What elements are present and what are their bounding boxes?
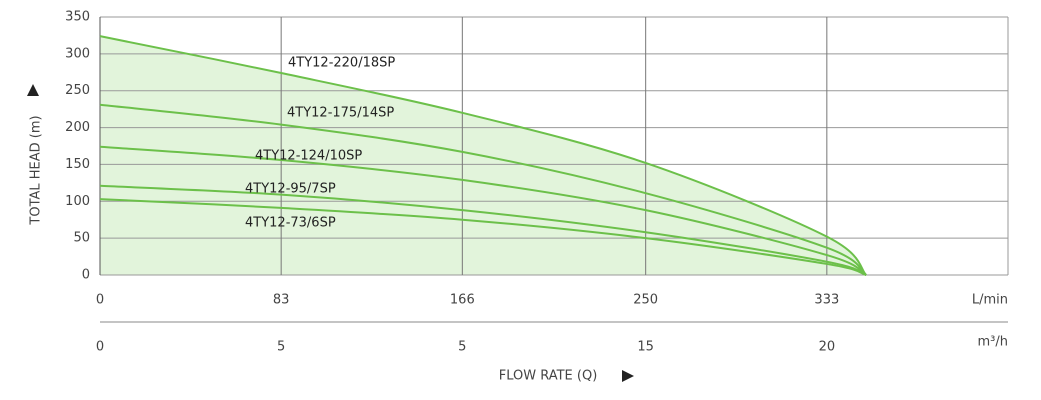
x2-tick-label: 5 bbox=[277, 340, 285, 355]
series-label: 4TY12-73/6SP bbox=[245, 216, 336, 231]
pump-curve bbox=[99, 198, 867, 276]
y-arrow bbox=[27, 84, 39, 96]
pump-curve bbox=[99, 103, 867, 276]
y-tick-label: 50 bbox=[73, 231, 90, 246]
series-label: 4TY12-220/18SP bbox=[288, 56, 395, 71]
series-label: 4TY12-124/10SP bbox=[255, 149, 362, 164]
pump-curve bbox=[99, 184, 867, 276]
x-axis-label: FLOW RATE (Q) bbox=[499, 369, 598, 384]
x2-tick-label: 0 bbox=[96, 340, 104, 355]
x-unit: L/min bbox=[972, 293, 1008, 308]
x-tick-label: 83 bbox=[273, 293, 290, 308]
pump-curve bbox=[99, 145, 867, 276]
series-label: 4TY12-95/7SP bbox=[245, 182, 336, 197]
y-axis-label: TOTAL HEAD (m) bbox=[29, 115, 44, 225]
x-tick-label: 166 bbox=[450, 293, 475, 308]
y-tick-label: 0 bbox=[82, 268, 90, 283]
x-tick-label: 0 bbox=[96, 293, 104, 308]
x2-tick-label: 20 bbox=[819, 340, 836, 355]
y-tick-label: 350 bbox=[65, 10, 90, 25]
x2-unit: m³/h bbox=[978, 335, 1009, 350]
x-tick-label: 250 bbox=[633, 293, 658, 308]
series-label: 4TY12-175/14SP bbox=[287, 106, 394, 121]
x2-tick-label: 15 bbox=[637, 340, 654, 355]
x2-tick-label: 5 bbox=[458, 340, 466, 355]
y-tick-label: 250 bbox=[65, 83, 90, 98]
y-tick-label: 200 bbox=[65, 120, 90, 135]
y-tick-label: 100 bbox=[65, 194, 90, 209]
x-tick-label: 333 bbox=[814, 293, 839, 308]
pump-curve bbox=[99, 35, 867, 276]
y-tick-label: 300 bbox=[65, 46, 90, 61]
y-tick-label: 150 bbox=[65, 157, 90, 172]
x-arrow bbox=[622, 370, 634, 382]
